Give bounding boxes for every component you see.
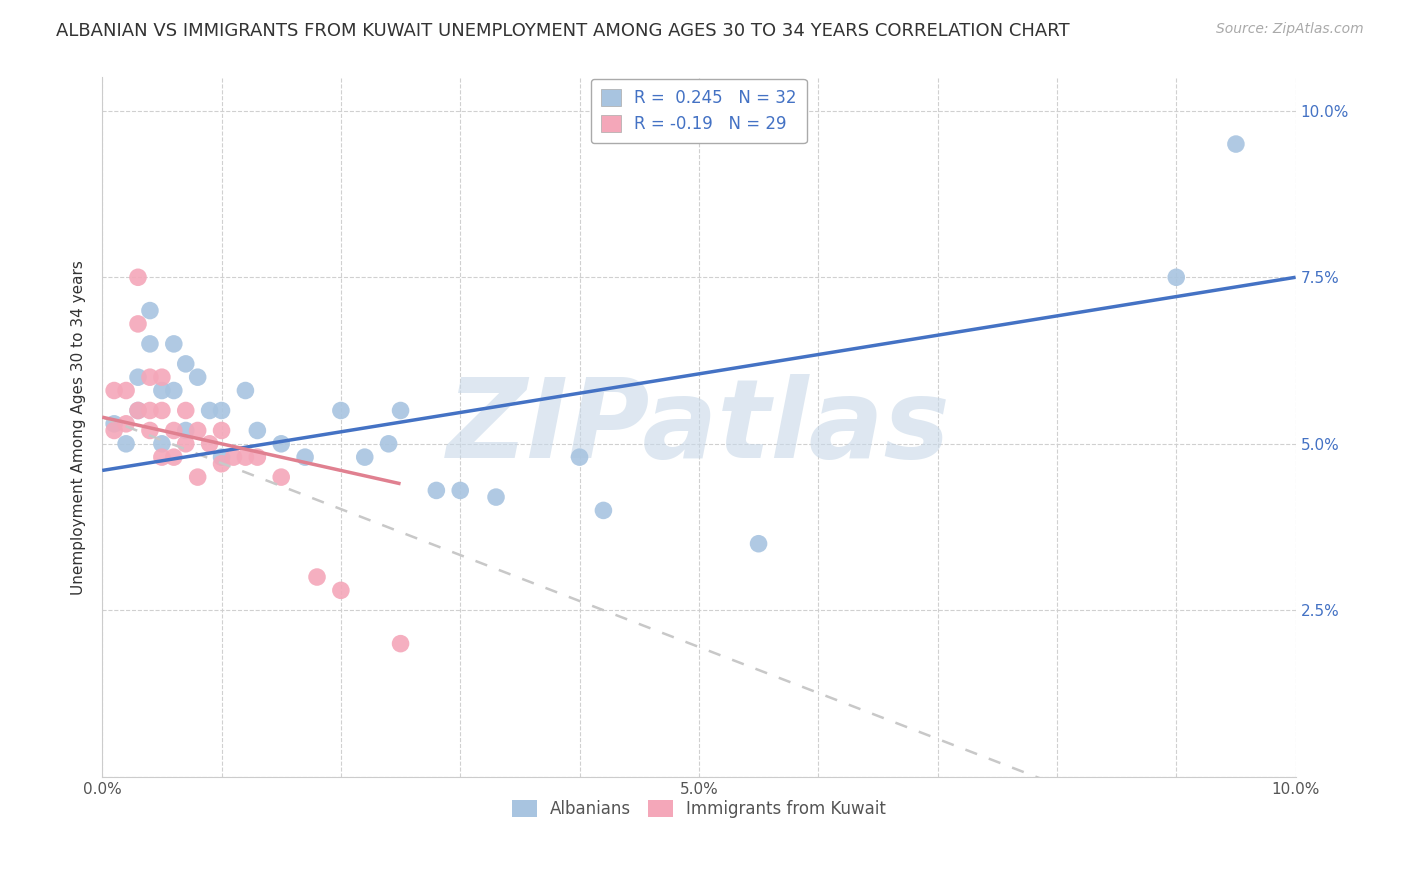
Point <box>748 537 770 551</box>
Point <box>127 270 149 285</box>
Point <box>150 370 173 384</box>
Point <box>174 357 197 371</box>
Point <box>187 470 209 484</box>
Point <box>246 450 269 464</box>
Point <box>389 403 412 417</box>
Point <box>127 403 149 417</box>
Point <box>198 437 221 451</box>
Text: Source: ZipAtlas.com: Source: ZipAtlas.com <box>1216 22 1364 37</box>
Point <box>115 417 138 431</box>
Point <box>305 570 328 584</box>
Legend: Albanians, Immigrants from Kuwait: Albanians, Immigrants from Kuwait <box>505 793 893 824</box>
Point <box>115 437 138 451</box>
Point <box>1166 270 1188 285</box>
Point <box>377 437 399 451</box>
Point <box>163 337 186 351</box>
Point <box>163 450 186 464</box>
Point <box>235 384 257 398</box>
Point <box>198 403 221 417</box>
Point <box>163 424 186 438</box>
Point <box>150 384 173 398</box>
Point <box>139 303 162 318</box>
Point <box>103 384 125 398</box>
Text: ALBANIAN VS IMMIGRANTS FROM KUWAIT UNEMPLOYMENT AMONG AGES 30 TO 34 YEARS CORREL: ALBANIAN VS IMMIGRANTS FROM KUWAIT UNEMP… <box>56 22 1070 40</box>
Point <box>246 424 269 438</box>
Point <box>150 450 173 464</box>
Point <box>425 483 447 498</box>
Point <box>174 403 197 417</box>
Point <box>139 337 162 351</box>
Point <box>139 424 162 438</box>
Point <box>329 403 352 417</box>
Point <box>139 370 162 384</box>
Point <box>127 317 149 331</box>
Point <box>294 450 316 464</box>
Point <box>270 470 292 484</box>
Point <box>211 403 233 417</box>
Point <box>127 370 149 384</box>
Point <box>163 384 186 398</box>
Point <box>222 450 245 464</box>
Point <box>211 450 233 464</box>
Point <box>127 403 149 417</box>
Point <box>115 384 138 398</box>
Point <box>103 417 125 431</box>
Point <box>103 424 125 438</box>
Point <box>150 437 173 451</box>
Point <box>174 424 197 438</box>
Point <box>485 490 508 504</box>
Point <box>329 583 352 598</box>
Point <box>139 403 162 417</box>
Point <box>449 483 471 498</box>
Point <box>389 637 412 651</box>
Point <box>270 437 292 451</box>
Point <box>1225 136 1247 151</box>
Point <box>187 424 209 438</box>
Point <box>150 403 173 417</box>
Text: ZIPatlas: ZIPatlas <box>447 374 950 481</box>
Point <box>568 450 591 464</box>
Point <box>211 457 233 471</box>
Point <box>211 424 233 438</box>
Point <box>174 437 197 451</box>
Point <box>235 450 257 464</box>
Y-axis label: Unemployment Among Ages 30 to 34 years: Unemployment Among Ages 30 to 34 years <box>72 260 86 595</box>
Point <box>353 450 375 464</box>
Point <box>592 503 614 517</box>
Point <box>187 370 209 384</box>
